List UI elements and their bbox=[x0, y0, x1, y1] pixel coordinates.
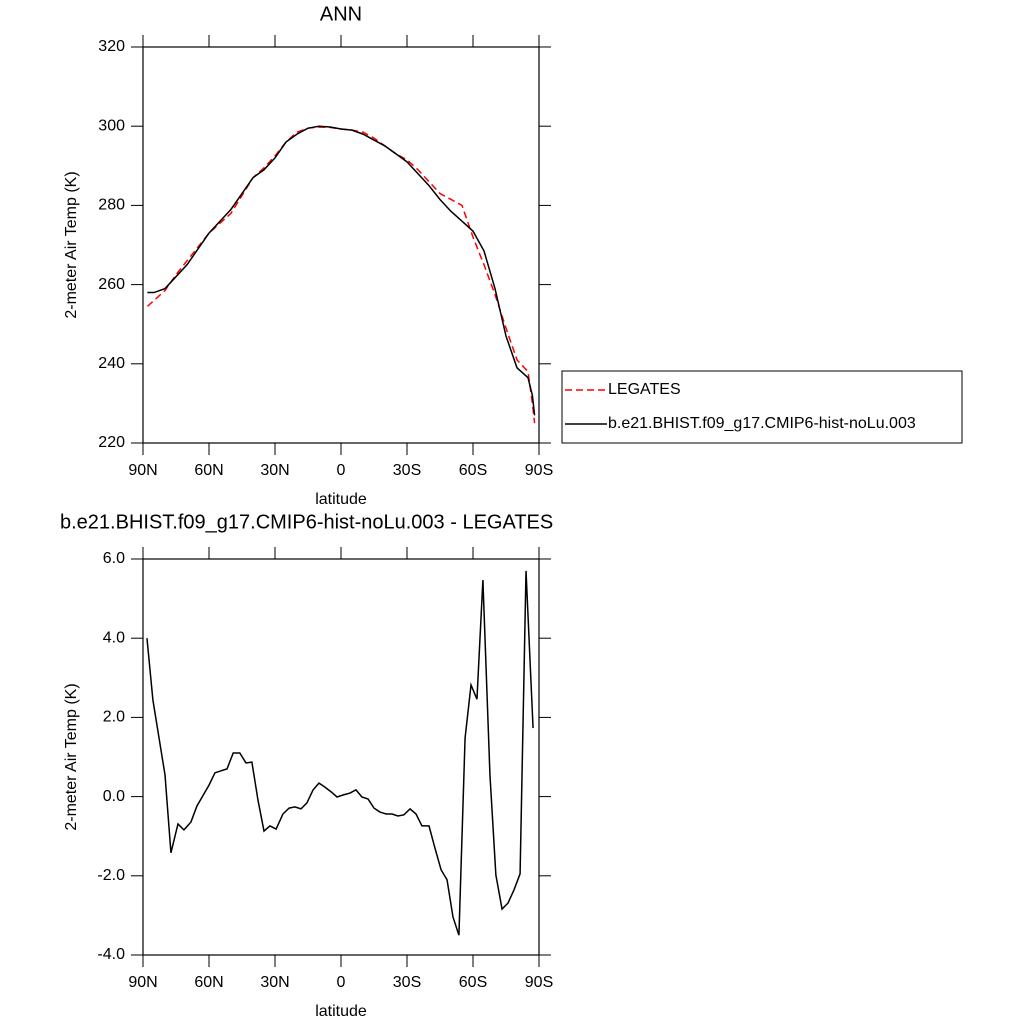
chart-title: ANN bbox=[320, 3, 362, 25]
y-tick-label: 260 bbox=[98, 276, 125, 293]
y-tick-label: -4.0 bbox=[97, 946, 125, 963]
y-tick-label: 4.0 bbox=[103, 629, 125, 646]
x-tick-label: 60N bbox=[194, 462, 223, 479]
x-tick-label: 30N bbox=[260, 974, 289, 991]
x-tick-label: 0 bbox=[337, 974, 346, 991]
y-tick-label: 0.0 bbox=[103, 788, 125, 805]
plot-frame bbox=[142, 558, 540, 956]
x-tick-label: 60S bbox=[459, 462, 487, 479]
y-tick-label: 6.0 bbox=[103, 550, 125, 567]
x-tick-label: 30S bbox=[393, 462, 421, 479]
y-axis-label: 2-meter Air Temp (K) bbox=[63, 171, 80, 318]
x-tick-label: 0 bbox=[337, 462, 346, 479]
legend-label: LEGATES bbox=[608, 381, 681, 398]
x-tick-label: 30N bbox=[260, 462, 289, 479]
chart-title: b.e21.BHIST.f09_g17.CMIP6-hist-noLu.003 … bbox=[60, 511, 553, 533]
y-tick-label: 220 bbox=[98, 434, 125, 451]
y-tick-label: 280 bbox=[98, 197, 125, 214]
x-axis-label: latitude bbox=[315, 491, 367, 508]
x-tick-label: 90N bbox=[128, 974, 157, 991]
y-tick-label: 240 bbox=[98, 355, 125, 372]
plot-frame bbox=[142, 46, 540, 444]
x-tick-label: 60S bbox=[459, 974, 487, 991]
x-tick-label: 60N bbox=[194, 974, 223, 991]
x-tick-label: 90S bbox=[525, 462, 553, 479]
y-tick-label: -2.0 bbox=[97, 867, 125, 884]
x-tick-label: 90N bbox=[128, 462, 157, 479]
y-tick-label: 300 bbox=[98, 117, 125, 134]
series-line bbox=[146, 570, 534, 936]
x-tick-label: 90S bbox=[525, 974, 553, 991]
x-tick-label: 30S bbox=[393, 974, 421, 991]
series-line bbox=[146, 126, 536, 424]
legend-box bbox=[561, 370, 963, 444]
y-tick-label: 2.0 bbox=[103, 709, 125, 726]
y-tick-label: 320 bbox=[98, 38, 125, 55]
series-line bbox=[147, 125, 536, 416]
y-axis-label: 2-meter Air Temp (K) bbox=[63, 683, 80, 830]
legend-label: b.e21.BHIST.f09_g17.CMIP6-hist-noLu.003 bbox=[608, 415, 916, 432]
x-axis-label: latitude bbox=[315, 1003, 367, 1020]
